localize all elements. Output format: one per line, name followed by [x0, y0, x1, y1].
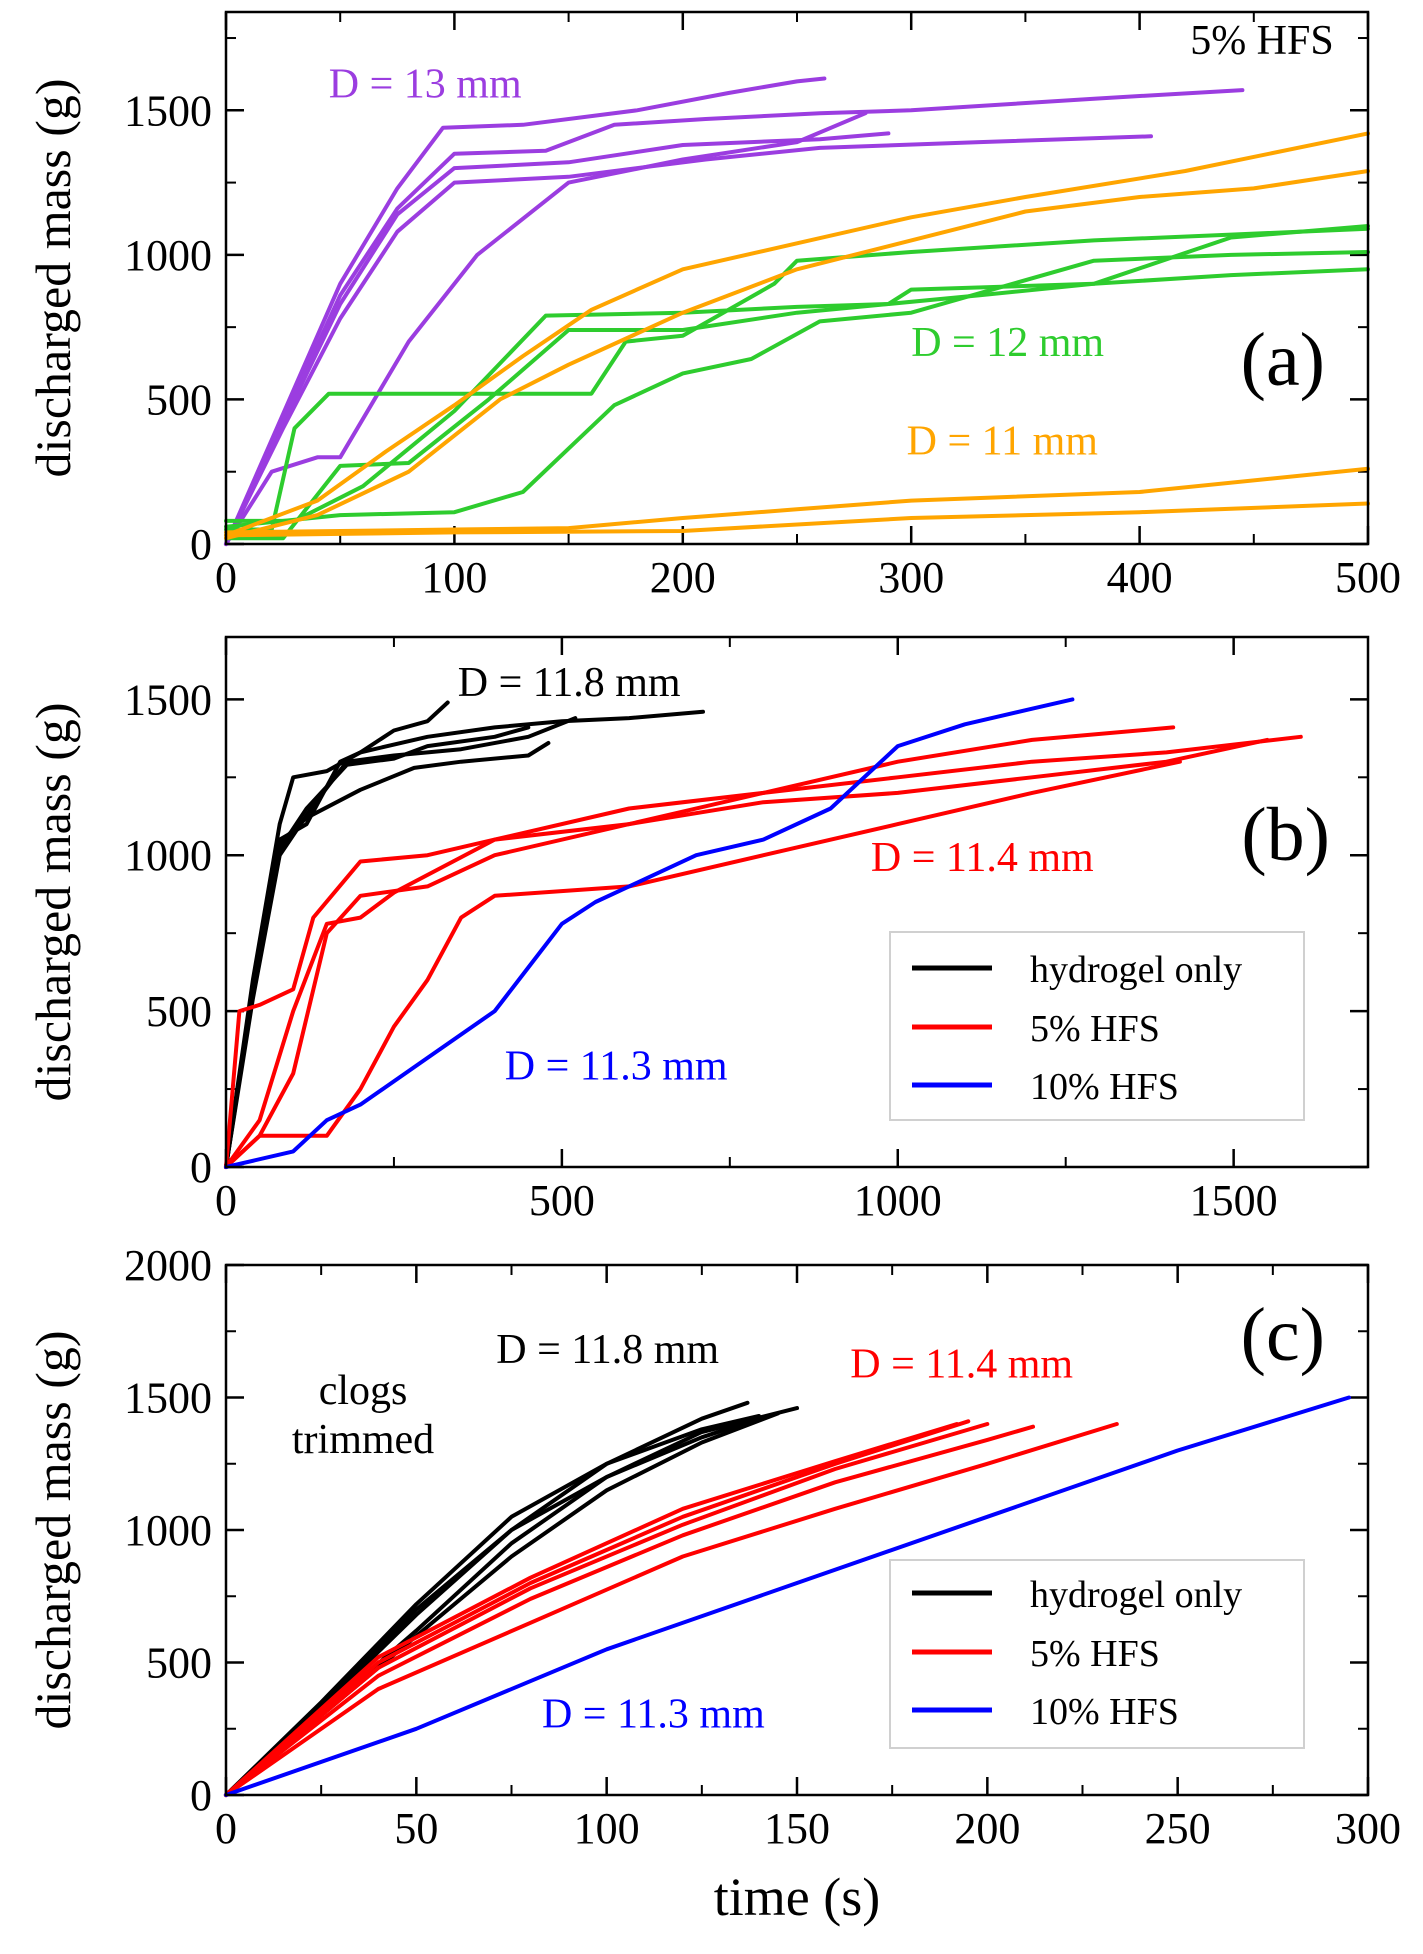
- panel-c-ytick-label: 2000: [124, 1241, 212, 1290]
- panel-b-series-line: [224, 741, 551, 1169]
- panel-c-series-line: [224, 1395, 1351, 1797]
- panel-b-xtick-label: 500: [529, 1176, 595, 1225]
- panel-c-series-line: [224, 1424, 1035, 1797]
- panel-a-xtick-label: 300: [878, 553, 944, 602]
- panel-b-series-line: [224, 759, 1182, 1169]
- panel-c-xtick-label: 200: [954, 1804, 1020, 1853]
- panel-b-series: D = 11.8 mm D = 11.4 mm D = 11.3 mm: [224, 660, 1303, 1169]
- panel-b-annotation: D = 11.4 mm: [871, 835, 1094, 881]
- panel-c-ytick-label: 500: [146, 1639, 212, 1688]
- panel-c-ticks: 0 50 100 150 200 250 300 0 500 1000 1500 2000: [124, 1241, 1401, 1853]
- panel-c-annotation: D = 11.3 mm: [542, 1691, 765, 1737]
- panel-b-series-line: [224, 697, 1075, 1169]
- panel-b-xtick-label: 1500: [1190, 1176, 1278, 1225]
- panel-b-ytick-label: 0: [190, 1143, 212, 1192]
- panel-b-ytick-label: 1500: [124, 675, 212, 724]
- panel-a-series-line: [224, 76, 827, 546]
- panel-c-annotation: D = 11.4 mm: [850, 1342, 1073, 1388]
- panel-c-legend-label-10hfs: 10% HFS: [1030, 1691, 1179, 1733]
- panel-a-series-line: [224, 169, 1370, 541]
- panel-c-series-line: [224, 1422, 990, 1797]
- panel-a-series-line: [224, 224, 1370, 523]
- panel-c-legend-label-hydrogel: hydrogel only: [1030, 1574, 1242, 1616]
- panel-b-legend-label-10hfs: 10% HFS: [1030, 1066, 1179, 1108]
- panel-c-frame: [224, 1263, 1370, 1797]
- panel-b-annotation: D = 11.3 mm: [505, 1044, 728, 1090]
- panel-a-annotation: D = 12 mm: [911, 320, 1104, 366]
- panel-b-ytick-label: 1000: [124, 831, 212, 880]
- panel-c-annotation: D = 11.8 mm: [496, 1327, 719, 1373]
- panel-a-label: (a): [1241, 318, 1325, 402]
- panel-b-legend: hydrogel only 5% HFS 10% HFS: [889, 931, 1305, 1121]
- panel-b-legend-label-hydrogel: hydrogel only: [1030, 949, 1242, 991]
- panel-b-legend-label-5hfs: 5% HFS: [1030, 1008, 1160, 1050]
- panel-a-ylabel: discharged mass (g): [25, 79, 81, 478]
- panel-c-legend: hydrogel only 5% HFS 10% HFS: [889, 1559, 1305, 1749]
- panel-b-series-line: [224, 734, 1303, 1169]
- panel-a-ytick-label: 1500: [124, 86, 212, 135]
- panel-c-xtick-label: 150: [764, 1804, 830, 1853]
- panel-b-series-line: [224, 737, 1270, 1169]
- panel-c-xtick-label: 300: [1335, 1804, 1401, 1853]
- panel-c-series-line: [224, 1419, 971, 1797]
- panel-a-xtick-label: 500: [1335, 553, 1401, 602]
- panel-a-series-line: [224, 131, 1370, 538]
- panel-a-series-line: [224, 466, 1370, 535]
- panel-c-ytick-label: 0: [190, 1771, 212, 1820]
- panel-c-ylabel: discharged mass (g): [25, 1331, 81, 1730]
- panel-c-xtick-label: 250: [1145, 1804, 1211, 1853]
- panel-a-series: 5% HFS D = 13 mm D = 12 mm D = 11 mm: [224, 18, 1370, 546]
- panel-a-xtick-label: 400: [1107, 553, 1173, 602]
- panel-a: 0 100 200 300 400 500 0 500 1000 1500 5% HFS D = 1…: [25, 10, 1401, 602]
- panel-c-annotation: clogs: [319, 1368, 408, 1414]
- panel-c-annotation: trimmed: [292, 1417, 434, 1463]
- panel-a-xtick-label: 100: [421, 553, 487, 602]
- panel-c-xtick-label: 50: [394, 1804, 438, 1853]
- panel-b-ylabel: discharged mass (g): [25, 703, 81, 1102]
- panel-b-frame: [224, 635, 1370, 1169]
- panel-c-xtick-label: 0: [215, 1804, 237, 1853]
- panel-a-series-line: [224, 501, 1370, 538]
- panel-a-ticks: 0 100 200 300 400 500 0 500 1000 1500: [124, 12, 1401, 602]
- panel-b-ticks: 0 500 1000 1500 0 500 1000 1500: [124, 637, 1368, 1225]
- panel-c-xlabel: time (s): [714, 1867, 880, 1927]
- panel-a-xtick-label: 200: [650, 553, 716, 602]
- panel-b-ytick-label: 500: [146, 987, 212, 1036]
- panel-b-label: (b): [1241, 793, 1330, 877]
- panel-a-xtick-label: 0: [215, 553, 237, 602]
- panel-a-annotation: D = 11 mm: [907, 418, 1099, 464]
- panel-a-series-line: [224, 131, 891, 546]
- panel-a-series-line: [224, 88, 1245, 546]
- panel-b-xtick-label: 0: [215, 1176, 237, 1225]
- panel-b-annotation: D = 11.8 mm: [458, 660, 681, 706]
- panel-a-series-line: [224, 111, 868, 546]
- panel-c-ytick-label: 1000: [124, 1506, 212, 1555]
- panel-c-series: D = 11.8 mm D = 11.4 mm D = 11.3 mm clogstr…: [224, 1327, 1351, 1797]
- panel-a-ytick-label: 1000: [124, 231, 212, 280]
- panel-c-legend-label-5hfs: 5% HFS: [1030, 1633, 1160, 1675]
- panel-a-annotation: D = 13 mm: [329, 61, 522, 107]
- panel-c: 0 50 100 150 200 250 300 0 500 1000 1500 2000 D = 1…: [25, 1241, 1401, 1927]
- panel-c-ytick-label: 1500: [124, 1374, 212, 1423]
- panel-a-annotation: 5% HFS: [1190, 18, 1334, 64]
- panel-a-series-line: [224, 250, 1370, 529]
- panel-c-series-line: [224, 1422, 959, 1797]
- panel-a-ytick-label: 0: [190, 520, 212, 569]
- panel-c-label: (c): [1241, 1293, 1325, 1377]
- panel-a-frame: [224, 10, 1370, 546]
- panel-a-series-line: [224, 134, 1153, 546]
- panel-b-series-line: [224, 725, 1176, 1169]
- panel-c-xtick-label: 100: [574, 1804, 640, 1853]
- panel-c-series-line: [224, 1416, 761, 1797]
- panel-c-series-line: [224, 1422, 1119, 1797]
- panel-a-series-line: [224, 226, 1370, 532]
- panel-b-xtick-label: 1000: [854, 1176, 942, 1225]
- panel-a-ytick-label: 500: [146, 375, 212, 424]
